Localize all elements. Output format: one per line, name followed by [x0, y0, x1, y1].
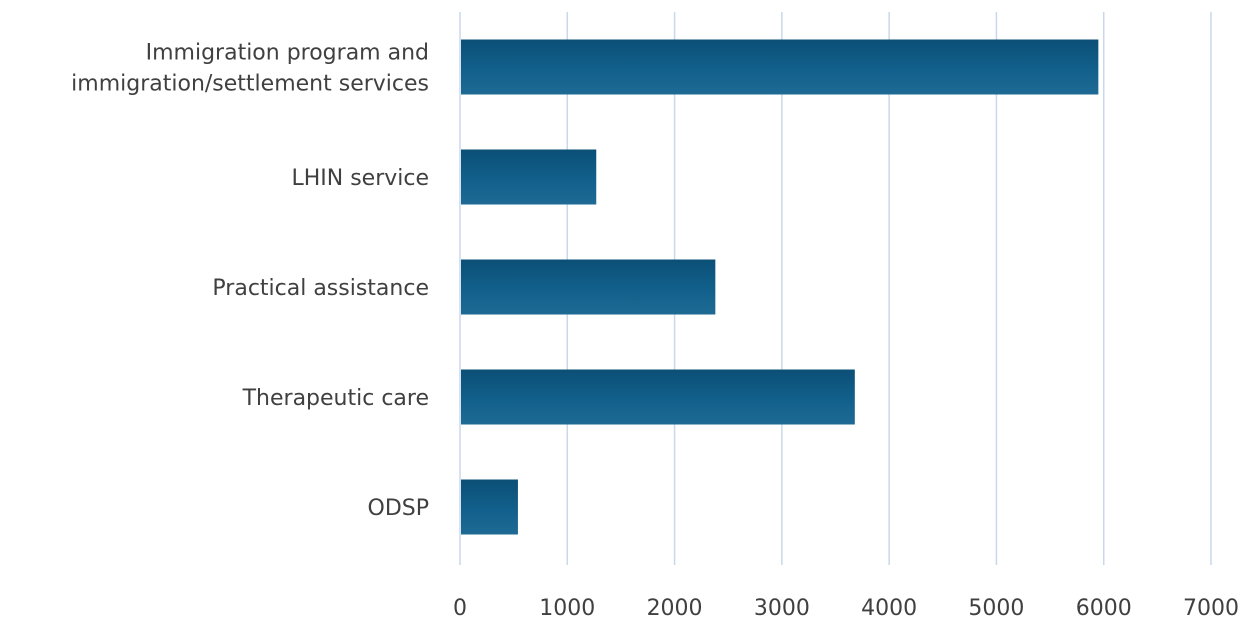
bar-2: [461, 259, 716, 315]
bar-0: [461, 39, 1099, 95]
x-tick-label-0: 0: [453, 596, 467, 620]
category-label-0: Immigration program and immigration/settl…: [71, 41, 429, 97]
x-tick-label-4000: 4000: [861, 596, 917, 620]
category-label-3: Therapeutic care: [242, 386, 429, 411]
x-tick-label-6000: 6000: [1076, 596, 1132, 620]
category-label-2: Practical assistance: [212, 276, 429, 301]
category-label-line: immigration/settlement services: [71, 72, 429, 97]
x-tick-label-7000: 7000: [1183, 596, 1239, 620]
category-label-line: Therapeutic care: [242, 386, 429, 411]
category-label-1: LHIN service: [291, 166, 429, 191]
x-tick-label-1000: 1000: [539, 596, 595, 620]
x-axis-tick-labels: 0 1000 2000 3000 4000 5000 6000 7000: [453, 596, 1239, 620]
category-label-line: Immigration program and: [146, 41, 429, 66]
x-tick-label-3000: 3000: [754, 596, 810, 620]
category-label-line: Practical assistance: [212, 276, 429, 301]
category-label-line: ODSP: [368, 496, 430, 521]
bar-4: [461, 479, 518, 535]
x-tick-label-5000: 5000: [968, 596, 1024, 620]
bar-3: [461, 369, 855, 425]
category-label-4: ODSP: [368, 496, 430, 521]
bars: [461, 39, 1099, 535]
x-tick-label-2000: 2000: [647, 596, 703, 620]
category-label-line: LHIN service: [291, 166, 429, 191]
category-labels: Immigration program and immigration/settl…: [71, 41, 429, 522]
bar-1: [461, 149, 597, 205]
